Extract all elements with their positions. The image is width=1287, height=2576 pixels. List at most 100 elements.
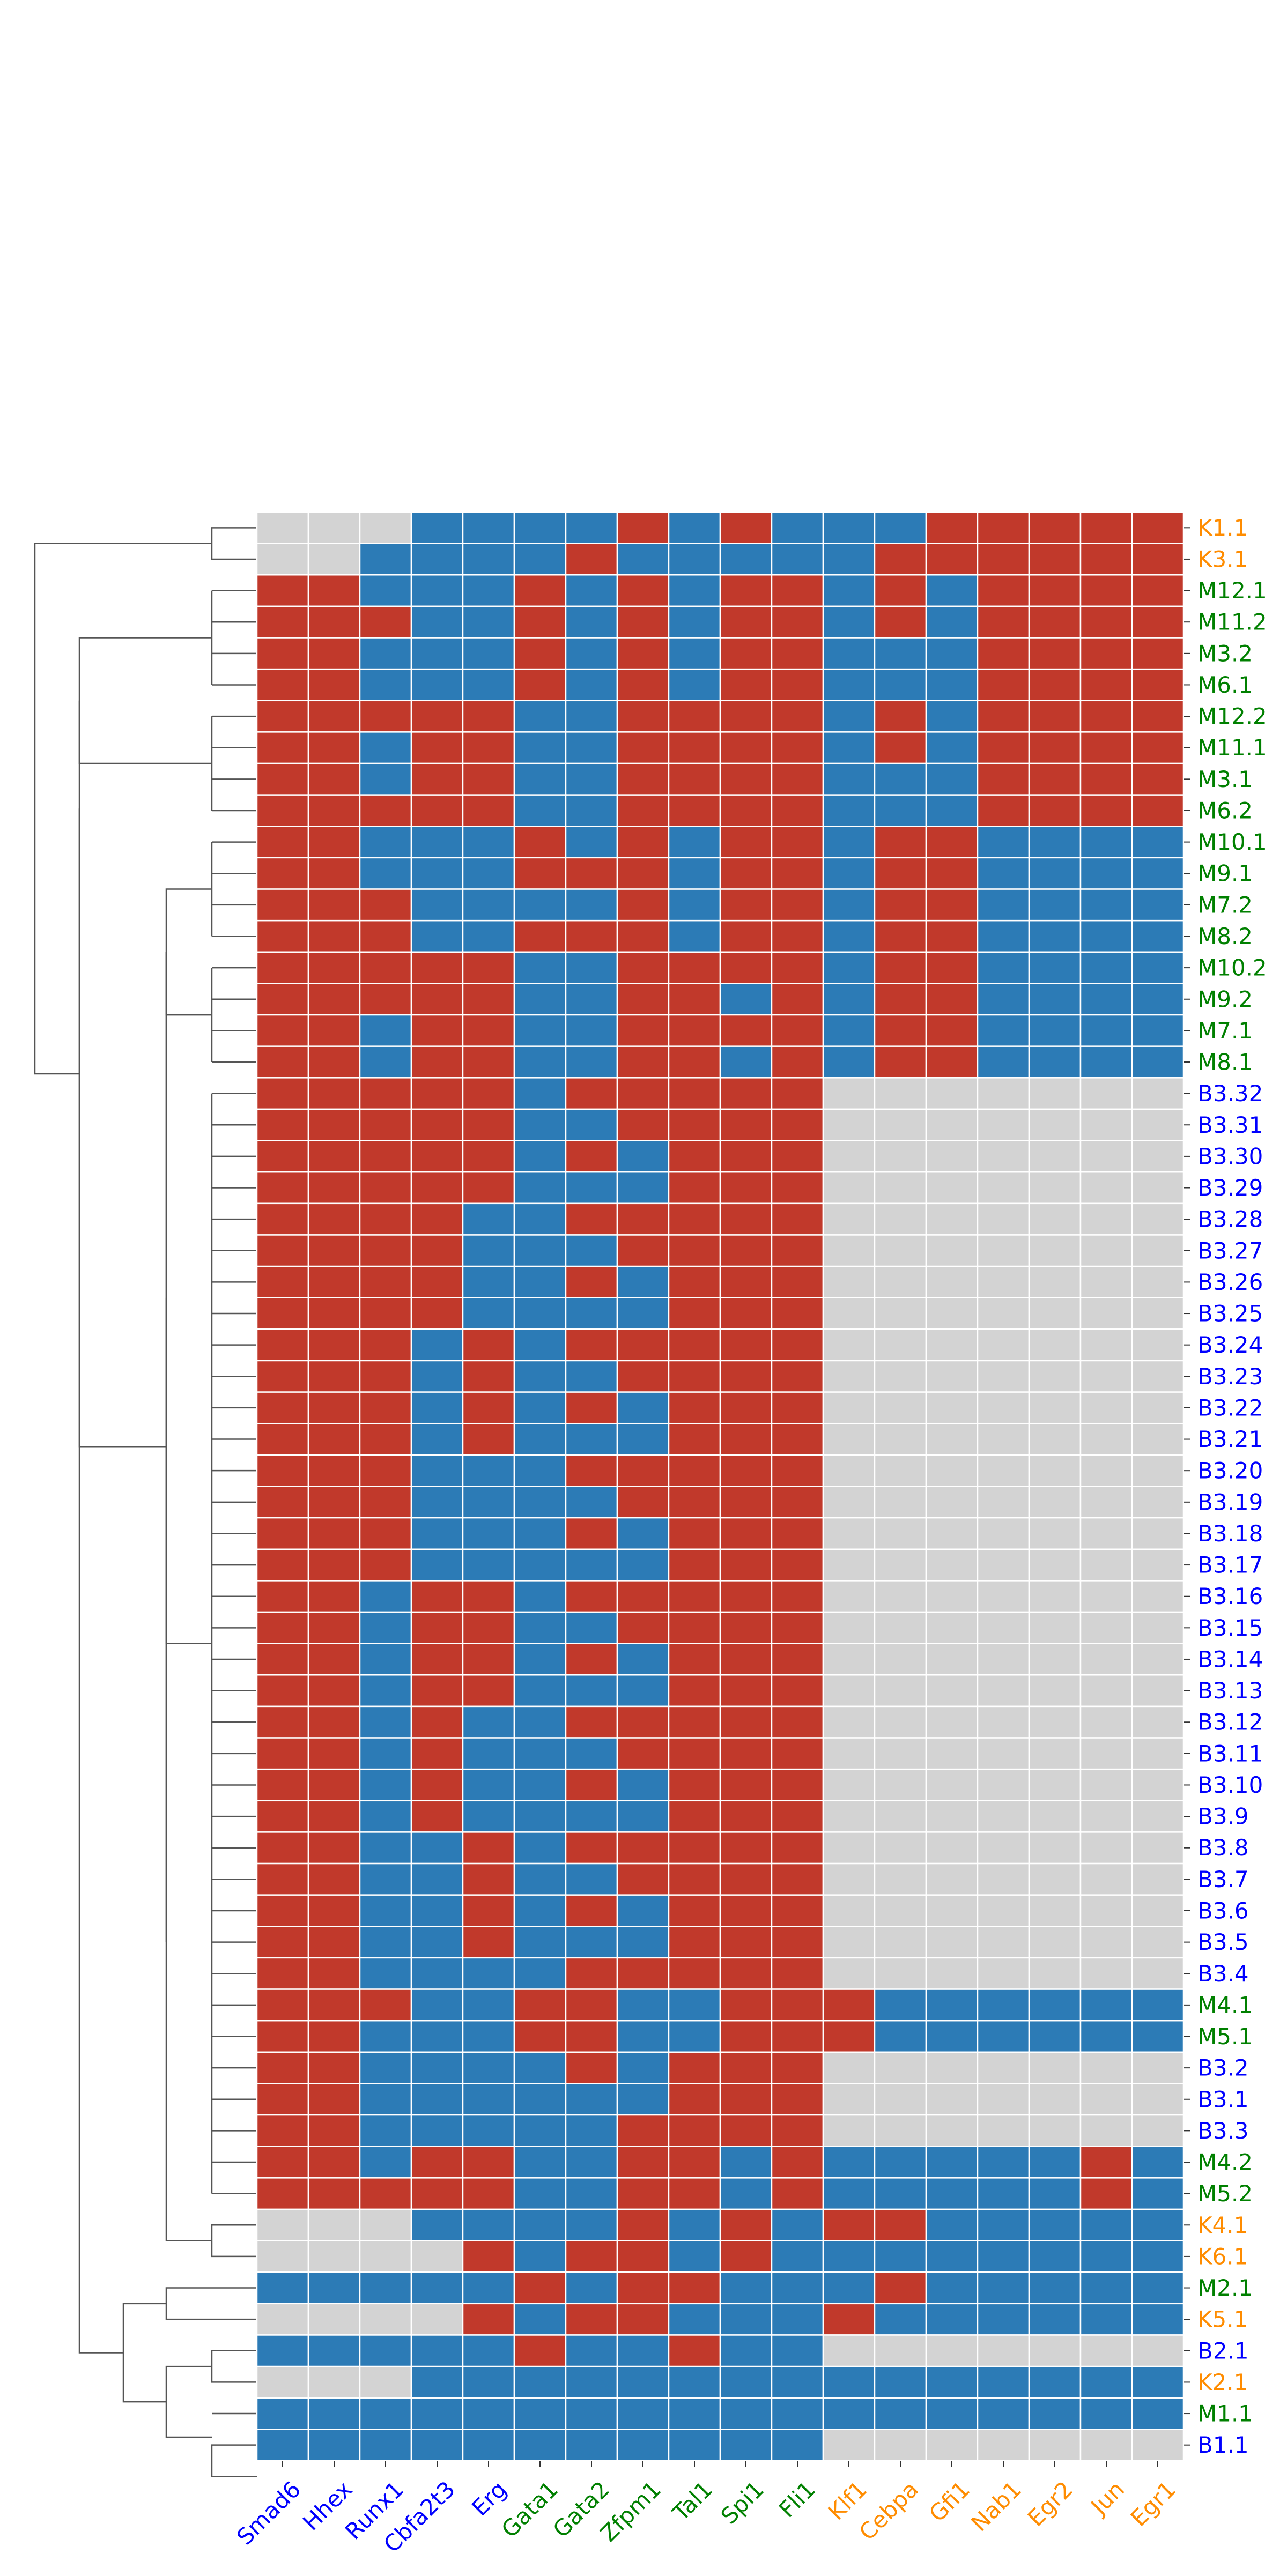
- row-label: M10.2: [1197, 955, 1267, 981]
- heatmap-cell: [719, 951, 773, 984]
- heatmap-cell: [307, 1486, 361, 1519]
- heatmap-cell: [822, 2114, 876, 2147]
- heatmap-cell: [462, 857, 515, 890]
- heatmap-cell: [307, 1014, 361, 1047]
- heatmap-cell: [1131, 1108, 1185, 1141]
- heatmap-cell: [256, 1140, 309, 1173]
- heatmap-cell: [410, 794, 464, 827]
- heatmap-cell: [771, 1737, 824, 1770]
- heatmap-cell: [1079, 2334, 1133, 2367]
- heatmap-cell: [565, 1265, 618, 1298]
- heatmap-cell: [668, 1517, 721, 1550]
- heatmap-cell: [410, 1926, 464, 1959]
- heatmap-cell: [822, 1422, 876, 1456]
- heatmap-cell: [513, 983, 567, 1016]
- heatmap-cell: [410, 2271, 464, 2305]
- heatmap-cell: [513, 605, 567, 639]
- heatmap-cell: [771, 983, 824, 1016]
- heatmap-cell: [565, 1391, 618, 1424]
- heatmap-cell: [719, 919, 773, 953]
- heatmap-cell: [256, 637, 309, 670]
- heatmap-cell: [719, 2397, 773, 2430]
- heatmap-cell: [771, 888, 824, 922]
- heatmap-cell: [874, 1328, 927, 1362]
- heatmap-cell: [1131, 2365, 1185, 2399]
- heatmap-cell: [771, 1265, 824, 1298]
- heatmap-cell: [874, 1108, 927, 1141]
- heatmap-cell: [977, 2146, 1030, 2179]
- heatmap-cell: [822, 2240, 876, 2273]
- heatmap-cell: [256, 1297, 309, 1330]
- heatmap-cell: [668, 1988, 721, 2022]
- heatmap-cell: [1028, 919, 1082, 953]
- heatmap-cell: [1028, 1926, 1082, 1959]
- heatmap-cell: [513, 1454, 567, 1487]
- heatmap-cell: [1131, 1171, 1185, 1205]
- heatmap-cell: [977, 919, 1030, 953]
- heatmap-cell: [410, 1265, 464, 1298]
- heatmap-cell: [410, 1611, 464, 1644]
- heatmap-cell: [307, 2083, 361, 2116]
- heatmap-cell: [256, 1988, 309, 2022]
- heatmap-cell: [359, 1360, 412, 1393]
- heatmap-cell: [822, 794, 876, 827]
- heatmap-cell: [668, 1862, 721, 1896]
- heatmap-cell: [256, 2271, 309, 2305]
- heatmap-cell: [462, 1202, 515, 1236]
- heatmap-cell: [977, 2051, 1030, 2084]
- heatmap-cell: [925, 605, 979, 639]
- heatmap-cell: [925, 1894, 979, 1927]
- heatmap-cell: [513, 2146, 567, 2179]
- heatmap-cell: [410, 1862, 464, 1896]
- heatmap-cell: [822, 1108, 876, 1141]
- heatmap-cell: [359, 2177, 412, 2210]
- heatmap-cell: [1131, 1611, 1185, 1644]
- heatmap-cell: [925, 2177, 979, 2210]
- heatmap-cell: [616, 1611, 670, 1644]
- heatmap-cell: [668, 2303, 721, 2336]
- heatmap-cell: [410, 2020, 464, 2053]
- column-label: Nab1: [966, 2476, 1026, 2536]
- heatmap-cell: [616, 794, 670, 827]
- heatmap-cell: [565, 1171, 618, 1205]
- heatmap-cell: [410, 1202, 464, 1236]
- heatmap-cell: [1028, 2208, 1082, 2241]
- heatmap-cell: [977, 2303, 1030, 2336]
- heatmap-cell: [874, 1360, 927, 1393]
- heatmap-cell: [822, 1234, 876, 1267]
- heatmap-cell: [565, 1580, 618, 1613]
- heatmap-cell: [256, 1674, 309, 1708]
- heatmap-cell: [513, 2208, 567, 2241]
- heatmap-cell: [771, 1045, 824, 1079]
- heatmap-cell: [925, 2271, 979, 2305]
- heatmap-cell: [977, 1611, 1030, 1644]
- heatmap-cell: [462, 1705, 515, 1739]
- heatmap-cell: [771, 1171, 824, 1205]
- heatmap-cell: [410, 2334, 464, 2367]
- heatmap-cell: [977, 700, 1030, 733]
- heatmap-cell: [668, 762, 721, 796]
- row-label: M4.1: [1197, 1992, 1253, 2018]
- heatmap-cell: [307, 543, 361, 576]
- heatmap-cell: [359, 1077, 412, 1110]
- heatmap-cell: [410, 2177, 464, 2210]
- heatmap-cell: [822, 2365, 876, 2399]
- heatmap-cell: [1079, 2114, 1133, 2147]
- heatmap-cell: [822, 574, 876, 607]
- heatmap-cell: [822, 1674, 876, 1708]
- heatmap-cell: [1028, 1580, 1082, 1613]
- heatmap-cell: [1079, 2429, 1133, 2462]
- heatmap-cell: [771, 2177, 824, 2210]
- heatmap-cell: [1131, 2334, 1185, 2367]
- heatmap-cell: [977, 1831, 1030, 1865]
- heatmap-cell: [410, 1580, 464, 1613]
- heatmap-cell: [462, 1391, 515, 1424]
- heatmap-cell: [359, 826, 412, 859]
- heatmap-cell: [719, 762, 773, 796]
- heatmap-cell: [822, 1171, 876, 1205]
- heatmap-cell: [874, 1548, 927, 1582]
- heatmap-cell: [771, 1234, 824, 1267]
- heatmap-cell: [307, 1548, 361, 1582]
- heatmap-cell: [822, 1486, 876, 1519]
- heatmap-cell: [616, 951, 670, 984]
